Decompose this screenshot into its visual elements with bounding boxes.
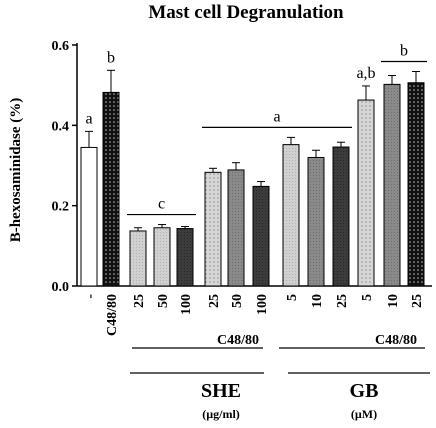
significance-letter: c [158, 196, 165, 213]
x-tick-label: 10 [386, 294, 401, 308]
x-tick-label: - [83, 294, 98, 299]
bar [227, 169, 245, 287]
x-tick-label: C48/80 [105, 294, 120, 336]
x-tick-label: 10 [310, 294, 325, 308]
y-tick-label: 0.0 [52, 280, 70, 295]
group-label-she: SHE [201, 380, 241, 402]
x-tick-label: 25 [207, 294, 222, 308]
stimulus-label-she: C48/80 [217, 333, 259, 348]
significance-letter: b [400, 43, 408, 60]
y-axis-label: B-hexosaminidase (%) [8, 98, 24, 243]
significance-letter: b [107, 49, 115, 66]
group-unit-gb: (µM) [351, 407, 377, 421]
group-lines [130, 347, 430, 374]
bar [307, 156, 325, 287]
x-tick-label: 5 [360, 294, 375, 301]
x-tick-label: 25 [335, 294, 350, 308]
bar [357, 99, 375, 287]
group-label-gb: GB [350, 380, 379, 402]
bars [80, 69, 425, 287]
bar [332, 146, 350, 287]
x-tick-label: 5 [285, 294, 300, 301]
bar [129, 230, 147, 287]
x-tick-label: 25 [132, 294, 147, 308]
bar [102, 91, 120, 287]
x-tick-label: 50 [230, 294, 245, 308]
y-tick-label: 0.4 [52, 119, 70, 134]
x-tick-label: 100 [255, 294, 270, 315]
bar [407, 82, 425, 287]
x-tick-label: 25 [410, 294, 425, 308]
significance-annotations: a b c a a,b b [85, 43, 427, 216]
bar [383, 83, 401, 287]
y-tick-label: 0.2 [52, 200, 70, 215]
bar [153, 227, 171, 287]
significance-letter: a [273, 108, 280, 125]
significance-letter: a [85, 110, 92, 127]
stimulus-label-gb: C48/80 [375, 333, 417, 348]
bar [204, 171, 222, 287]
x-tick-label: 50 [156, 294, 171, 308]
group-unit-she: (µg/ml) [202, 407, 240, 421]
bar [282, 144, 300, 287]
chart-title: Mast cell Degranulation [148, 2, 344, 23]
bar [80, 146, 98, 287]
significance-letter: a,b [356, 65, 375, 82]
x-tick-label: 100 [179, 294, 194, 315]
bar [176, 228, 194, 287]
y-tick-label: 0.6 [52, 39, 70, 54]
bar [252, 185, 270, 287]
x-tick-labels: - C48/80 25 50 100 25 50 100 5 10 25 5 10 25 [83, 294, 425, 336]
